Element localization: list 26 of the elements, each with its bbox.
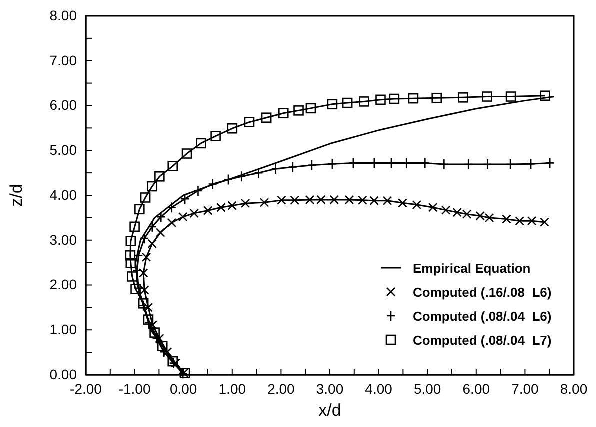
x-tick-label: 2.00 bbox=[268, 380, 296, 397]
x-tick-label: 3.00 bbox=[316, 380, 344, 397]
x-tick-label: -2.00 bbox=[70, 380, 102, 397]
y-tick-label: 5.00 bbox=[50, 142, 78, 158]
x-tick-label: 0.00 bbox=[170, 380, 198, 397]
y-tick-label: 1.00 bbox=[50, 322, 78, 338]
y-axis-title: z/d bbox=[7, 184, 26, 207]
y-tick-label: 7.00 bbox=[50, 52, 78, 68]
y-tick-label: 4.00 bbox=[50, 186, 78, 203]
x-tick-label: -1.00 bbox=[118, 380, 151, 397]
legend-label: Computed (.08/.04 L6) bbox=[413, 309, 552, 324]
y-tick-label: 3.00 bbox=[50, 232, 78, 248]
y-tick-label: 8.00 bbox=[50, 7, 78, 24]
x-tick-label: 4.00 bbox=[365, 380, 393, 397]
legend-label: Empirical Equation bbox=[413, 261, 531, 276]
y-tick-label: 6.00 bbox=[50, 97, 78, 114]
x-tick-label: 7.00 bbox=[512, 380, 540, 397]
y-tick-label: 2.00 bbox=[50, 276, 78, 293]
legend-label: Computed (.08/.04 L7) bbox=[413, 333, 552, 348]
x-axis-title: x/d bbox=[318, 401, 342, 420]
x-tick-label: 8.00 bbox=[560, 380, 588, 397]
legend-label: Computed (.16/.08 L6) bbox=[413, 285, 552, 300]
x-tick-label: 6.00 bbox=[462, 380, 490, 397]
x-tick-label: 5.00 bbox=[414, 380, 442, 397]
y-tick-label: 0.00 bbox=[50, 366, 78, 382]
x-tick-label: 1.00 bbox=[218, 380, 246, 397]
